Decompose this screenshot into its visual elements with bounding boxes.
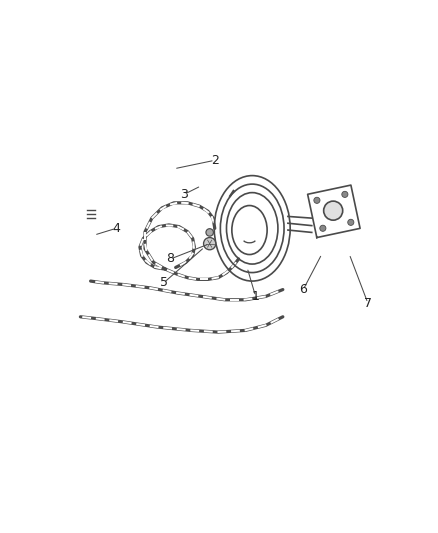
Circle shape [319,225,325,231]
Circle shape [347,219,353,225]
Text: 1: 1 [251,290,259,303]
Text: 3: 3 [180,188,187,201]
Text: 8: 8 [166,253,174,265]
Text: 4: 4 [112,222,120,235]
Text: 5: 5 [159,276,167,289]
Circle shape [313,197,319,204]
Circle shape [205,229,213,236]
Text: 6: 6 [299,283,307,296]
Text: 7: 7 [363,297,371,310]
Circle shape [323,201,342,220]
Text: 2: 2 [210,154,218,167]
Circle shape [203,238,215,250]
Circle shape [341,191,347,197]
